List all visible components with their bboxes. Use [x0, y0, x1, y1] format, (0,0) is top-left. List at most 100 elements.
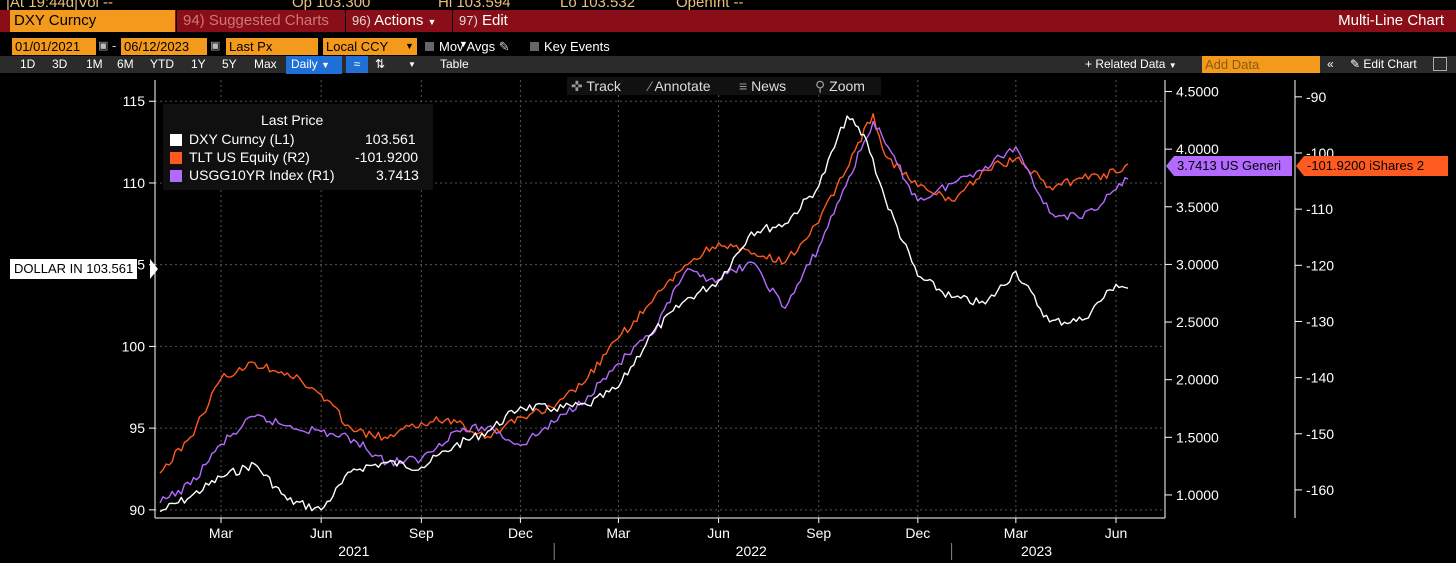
maximize-icon[interactable] [1433, 57, 1447, 71]
news-tool[interactable]: ≡ News [739, 78, 787, 94]
legend-swatch [170, 152, 182, 164]
left-tick-label: 90 [129, 502, 145, 518]
series-lines [159, 113, 1129, 513]
chevron-down-icon: ▼ [459, 39, 468, 49]
right1-tick-label: 3.0000 [1176, 256, 1219, 272]
range-ytd[interactable]: YTD [150, 57, 174, 71]
right2-tick-label: -130 [1306, 313, 1334, 329]
suggested-charts-menu[interactable]: 94) Suggested Charts [176, 10, 344, 32]
actions-menu[interactable]: 96) Actions ▼ [345, 10, 451, 32]
table-button[interactable]: Table [440, 57, 469, 71]
edit-chart-button[interactable]: ✎ Edit Chart [1350, 57, 1417, 71]
left-tick-label: 95 [129, 420, 145, 436]
series-line [159, 115, 1129, 513]
chart-tools: ✜ Track ∕ Annotate ≡ News ⚲ Zoom [567, 77, 881, 95]
annotate-icon: ∕ [649, 78, 652, 94]
quote-strip: |At 19:44d|Vol -- Op 103.300 Hi 103.594 … [0, 0, 1456, 11]
range-1d[interactable]: 1D [20, 57, 36, 71]
tag-pointer [150, 259, 158, 279]
chart-type-title: Multi-Line Chart [1338, 12, 1444, 29]
r1-value-tag: 3.7413 US Generi [1174, 156, 1292, 176]
zoom-tool[interactable]: ⚲ Zoom [815, 78, 865, 94]
legend-row[interactable]: TLT US Equity (R2) -101.9200 [170, 149, 428, 167]
magnifier-icon: ⚲ [815, 78, 826, 94]
checkbox-icon [425, 42, 434, 51]
x-month-label: Dec [508, 525, 533, 541]
actions-label: Actions [374, 12, 424, 29]
legend: Last Price DXY Curncy (L1) 103.561 TLT U… [163, 104, 433, 190]
range-5y[interactable]: 5Y [222, 57, 237, 71]
pencil-icon: ✎ [1350, 57, 1361, 71]
pencil-icon[interactable]: ✎ [498, 39, 510, 54]
price-type-select[interactable]: Last Px [226, 38, 318, 55]
x-month-label: Mar [606, 525, 630, 541]
x-year-label: 2023 [1021, 543, 1052, 559]
x-month-label: Dec [905, 525, 930, 541]
date-dash: - [112, 38, 117, 53]
series-line [159, 120, 1129, 504]
edit-menu[interactable]: 97) Edit ▼ [452, 10, 526, 49]
x-month-label: Mar [1004, 525, 1028, 541]
series-line [159, 113, 1129, 474]
chevron-down-icon[interactable]: ▼ [408, 60, 416, 69]
legend-row[interactable]: USGG10YR Index (R1) 3.7413 [170, 167, 428, 185]
quote-open: Op 103.300 [292, 0, 371, 11]
currency-select[interactable]: Local CCY [323, 38, 403, 55]
bar-style-icon[interactable]: ⇅ [375, 57, 386, 71]
collapse-icon[interactable]: « [1327, 57, 1334, 71]
crosshair-icon: ✜ [571, 78, 583, 94]
right2-tick-label: -90 [1306, 89, 1326, 105]
right1-tick-label: 4.5000 [1176, 84, 1219, 100]
right2-tick-label: -160 [1306, 482, 1334, 498]
x-month-label: Mar [209, 525, 233, 541]
chevron-down-icon: ▼ [321, 60, 330, 70]
left-tick-label: 115 [123, 93, 146, 109]
quote-openint: OpenInt -- [676, 0, 744, 11]
annotate-tool[interactable]: ∕ Annotate [649, 78, 711, 94]
right1-tick-label: 1.0000 [1176, 487, 1219, 503]
legend-header: Last Price [261, 112, 324, 128]
start-date-input[interactable]: 01/01/2021 [12, 38, 96, 55]
grid [155, 80, 1165, 518]
range-1m[interactable]: 1M [86, 57, 103, 71]
x-month-label: Jun [707, 525, 730, 541]
line-chart-icon[interactable]: ≈ [346, 56, 368, 73]
track-tool[interactable]: ✜ Track [571, 78, 621, 94]
legend-row[interactable]: DXY Curncy (L1) 103.561 [170, 131, 428, 149]
left-axis-ticks: 1151101051009590 [122, 93, 155, 518]
x-month-label: Sep [409, 525, 434, 541]
news-icon: ≡ [739, 78, 748, 94]
frequency-select[interactable]: Daily ▼ [286, 56, 342, 74]
x-axis-ticks: Mar Jun Sep Dec Mar Jun Sep Dec Mar Jun 2021 2022 20… [209, 518, 1127, 560]
related-data-menu[interactable]: + Related Data ▼ [1085, 57, 1177, 71]
add-data-input[interactable]: Add Data [1202, 56, 1320, 73]
right1-tick-label: 2.0000 [1176, 372, 1219, 388]
ticker-field[interactable]: DXY Curncy [10, 10, 175, 32]
range-1y[interactable]: 1Y [191, 57, 206, 71]
legend-swatch [170, 170, 182, 182]
calendar-icon[interactable]: ▣ [210, 40, 221, 52]
chevron-down-icon: ▼ [1168, 61, 1177, 70]
left-tick-label: 100 [122, 338, 146, 354]
legend-swatch [170, 134, 182, 146]
mov-avgs-toggle[interactable]: Mov Avgs ✎ [425, 38, 510, 55]
tag-pointer [1166, 156, 1174, 176]
chevron-down-icon[interactable]: ▼ [403, 38, 417, 55]
right1-tick-label: 3.5000 [1176, 199, 1219, 215]
chevron-down-icon: ▼ [427, 17, 437, 27]
key-events-toggle[interactable]: Key Events [530, 38, 610, 55]
right1-tick-label: 2.5000 [1176, 314, 1219, 330]
right1-tick-label: 4.0000 [1176, 141, 1219, 157]
right1-axis-ticks: 4.5000 4.0000 3.5000 3.0000 2.5000 2.0000 1.50… [1165, 84, 1219, 503]
range-max[interactable]: Max [254, 57, 277, 71]
x-year-label: 2022 [736, 543, 767, 559]
quote-high: Hi 103.594 [438, 0, 511, 11]
range-6m[interactable]: 6M [117, 57, 134, 71]
tag-pointer [1296, 156, 1304, 176]
left-tick-label: 110 [123, 175, 146, 191]
calendar-icon[interactable]: ▣ [98, 40, 109, 52]
range-3d[interactable]: 3D [52, 57, 68, 71]
end-date-input[interactable]: 06/12/2023 [121, 38, 207, 55]
checkbox-icon [530, 42, 539, 51]
